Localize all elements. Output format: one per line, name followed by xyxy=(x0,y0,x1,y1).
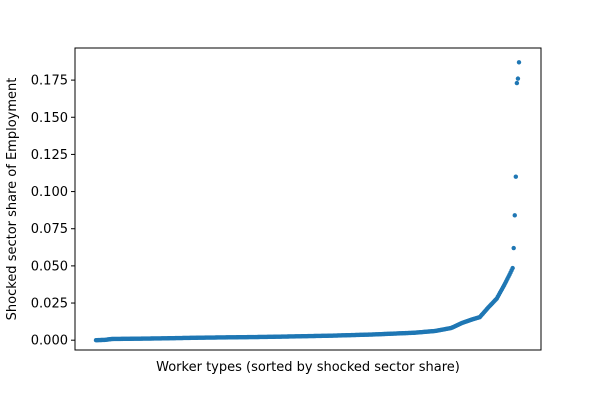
data-points xyxy=(93,60,522,343)
data-point xyxy=(513,174,519,179)
x-axis-label: Worker types (sorted by shocked sector s… xyxy=(156,360,460,375)
y-axis-ticks: 0.000 0.025 0.050 0.075 0.100 0.125 0.150 0.175 xyxy=(31,74,75,349)
y-tick-label: 0.125 xyxy=(31,148,68,163)
y-tick-label: 0.150 xyxy=(31,111,68,126)
y-tick-label: 0.000 xyxy=(31,334,68,349)
y-tick-label: 0.050 xyxy=(31,259,68,274)
data-point xyxy=(514,80,520,86)
data-point xyxy=(515,76,521,81)
data-point xyxy=(516,60,522,65)
plot-frame xyxy=(74,47,542,351)
y-tick-label: 0.075 xyxy=(31,222,68,237)
y-tick-label: 0.175 xyxy=(31,74,68,89)
data-point xyxy=(511,245,516,251)
data-point xyxy=(512,213,517,218)
y-axis-label: Shocked sector share of Employment xyxy=(5,78,20,321)
y-tick-label: 0.025 xyxy=(31,297,68,312)
y-tick-label: 0.100 xyxy=(31,185,68,200)
data-point xyxy=(510,265,515,271)
